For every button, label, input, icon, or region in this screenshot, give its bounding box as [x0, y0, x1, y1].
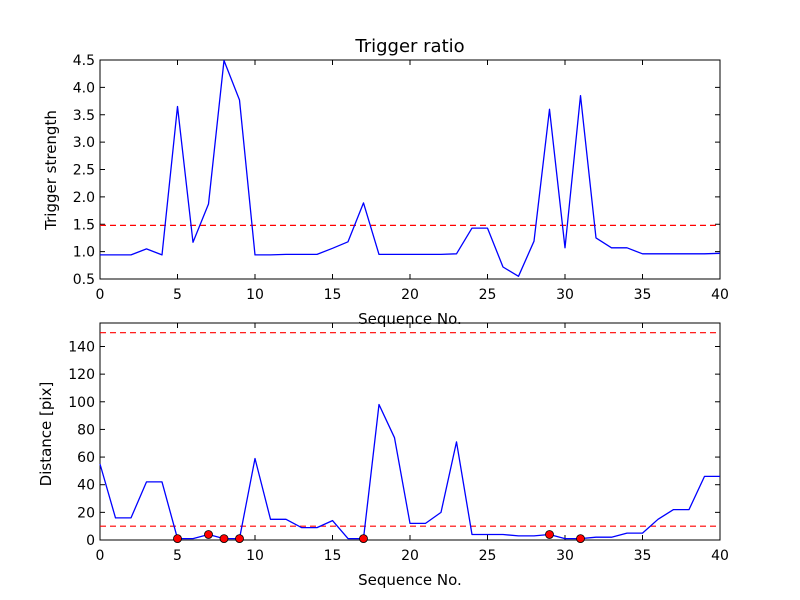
- y-tick-label: 2.0: [73, 190, 95, 206]
- data-point-marker: [576, 534, 585, 544]
- plot-frame: [99, 322, 721, 541]
- x-tick-label: 35: [634, 287, 652, 303]
- x-tick-label: 20: [401, 548, 419, 564]
- x-tick-label: 15: [324, 548, 342, 564]
- distance-chart: Sequence No. Distance [pix] 0 5 10 15 20 25 30…: [37, 322, 729, 589]
- y-tick-label: 140: [68, 339, 95, 355]
- y-tick-label: 3.0: [73, 135, 95, 151]
- y-tick-label: 20: [77, 505, 95, 521]
- series-line: [100, 59, 721, 277]
- x-tick-label: 0: [96, 287, 105, 303]
- y-tick-label: 2.5: [73, 163, 95, 179]
- y-tick-label: 80: [77, 422, 95, 438]
- series-line: [99, 403, 720, 540]
- y-axis-label: Distance [pix]: [37, 382, 55, 487]
- trigger-ratio-chart: Trigger ratio Sequence No. Trigger stren…: [42, 36, 729, 328]
- x-tick-label: 30: [556, 548, 574, 564]
- x-tick-label: 15: [324, 287, 342, 303]
- data-point-marker: [545, 530, 554, 539]
- data-point-marker: [235, 534, 244, 544]
- x-tick-label: 0: [96, 548, 105, 564]
- x-tick-label: 35: [634, 548, 652, 564]
- x-axis-label: Sequence No.: [358, 571, 462, 589]
- y-tick-label: 4.5: [73, 53, 95, 69]
- x-tick-label: 5: [173, 287, 182, 303]
- data-point-marker: [204, 530, 213, 539]
- y-tick-label: 3.5: [73, 108, 95, 124]
- data-point-marker: [359, 534, 368, 544]
- x-tick-label: 20: [401, 287, 419, 303]
- y-tick-label: 60: [77, 450, 95, 466]
- data-point-marker: [173, 534, 182, 544]
- y-tick-label: 1.0: [73, 245, 95, 261]
- x-tick-label: 25: [479, 287, 497, 303]
- data-point-marker: [219, 534, 229, 544]
- y-tick-label: 4.0: [73, 80, 95, 96]
- x-tick-label: 5: [173, 548, 182, 564]
- x-tick-label: 40: [711, 287, 729, 303]
- x-tick-label: 30: [556, 287, 574, 303]
- x-tick-label: 40: [711, 548, 729, 564]
- x-tick-label: 10: [246, 287, 264, 303]
- chart-title: Trigger ratio: [354, 36, 464, 57]
- plot-frame: [99, 59, 721, 280]
- y-tick-label: 120: [68, 367, 95, 383]
- y-tick-label: 0: [86, 533, 95, 549]
- y-tick-label: 100: [68, 395, 95, 411]
- y-tick-label: 1.5: [73, 217, 95, 233]
- x-tick-label: 10: [246, 548, 264, 564]
- y-axis-label: Trigger strength: [42, 110, 60, 231]
- y-tick-label: 40: [77, 478, 95, 494]
- x-tick-label: 25: [479, 548, 497, 564]
- y-tick-label: 0.5: [73, 272, 95, 288]
